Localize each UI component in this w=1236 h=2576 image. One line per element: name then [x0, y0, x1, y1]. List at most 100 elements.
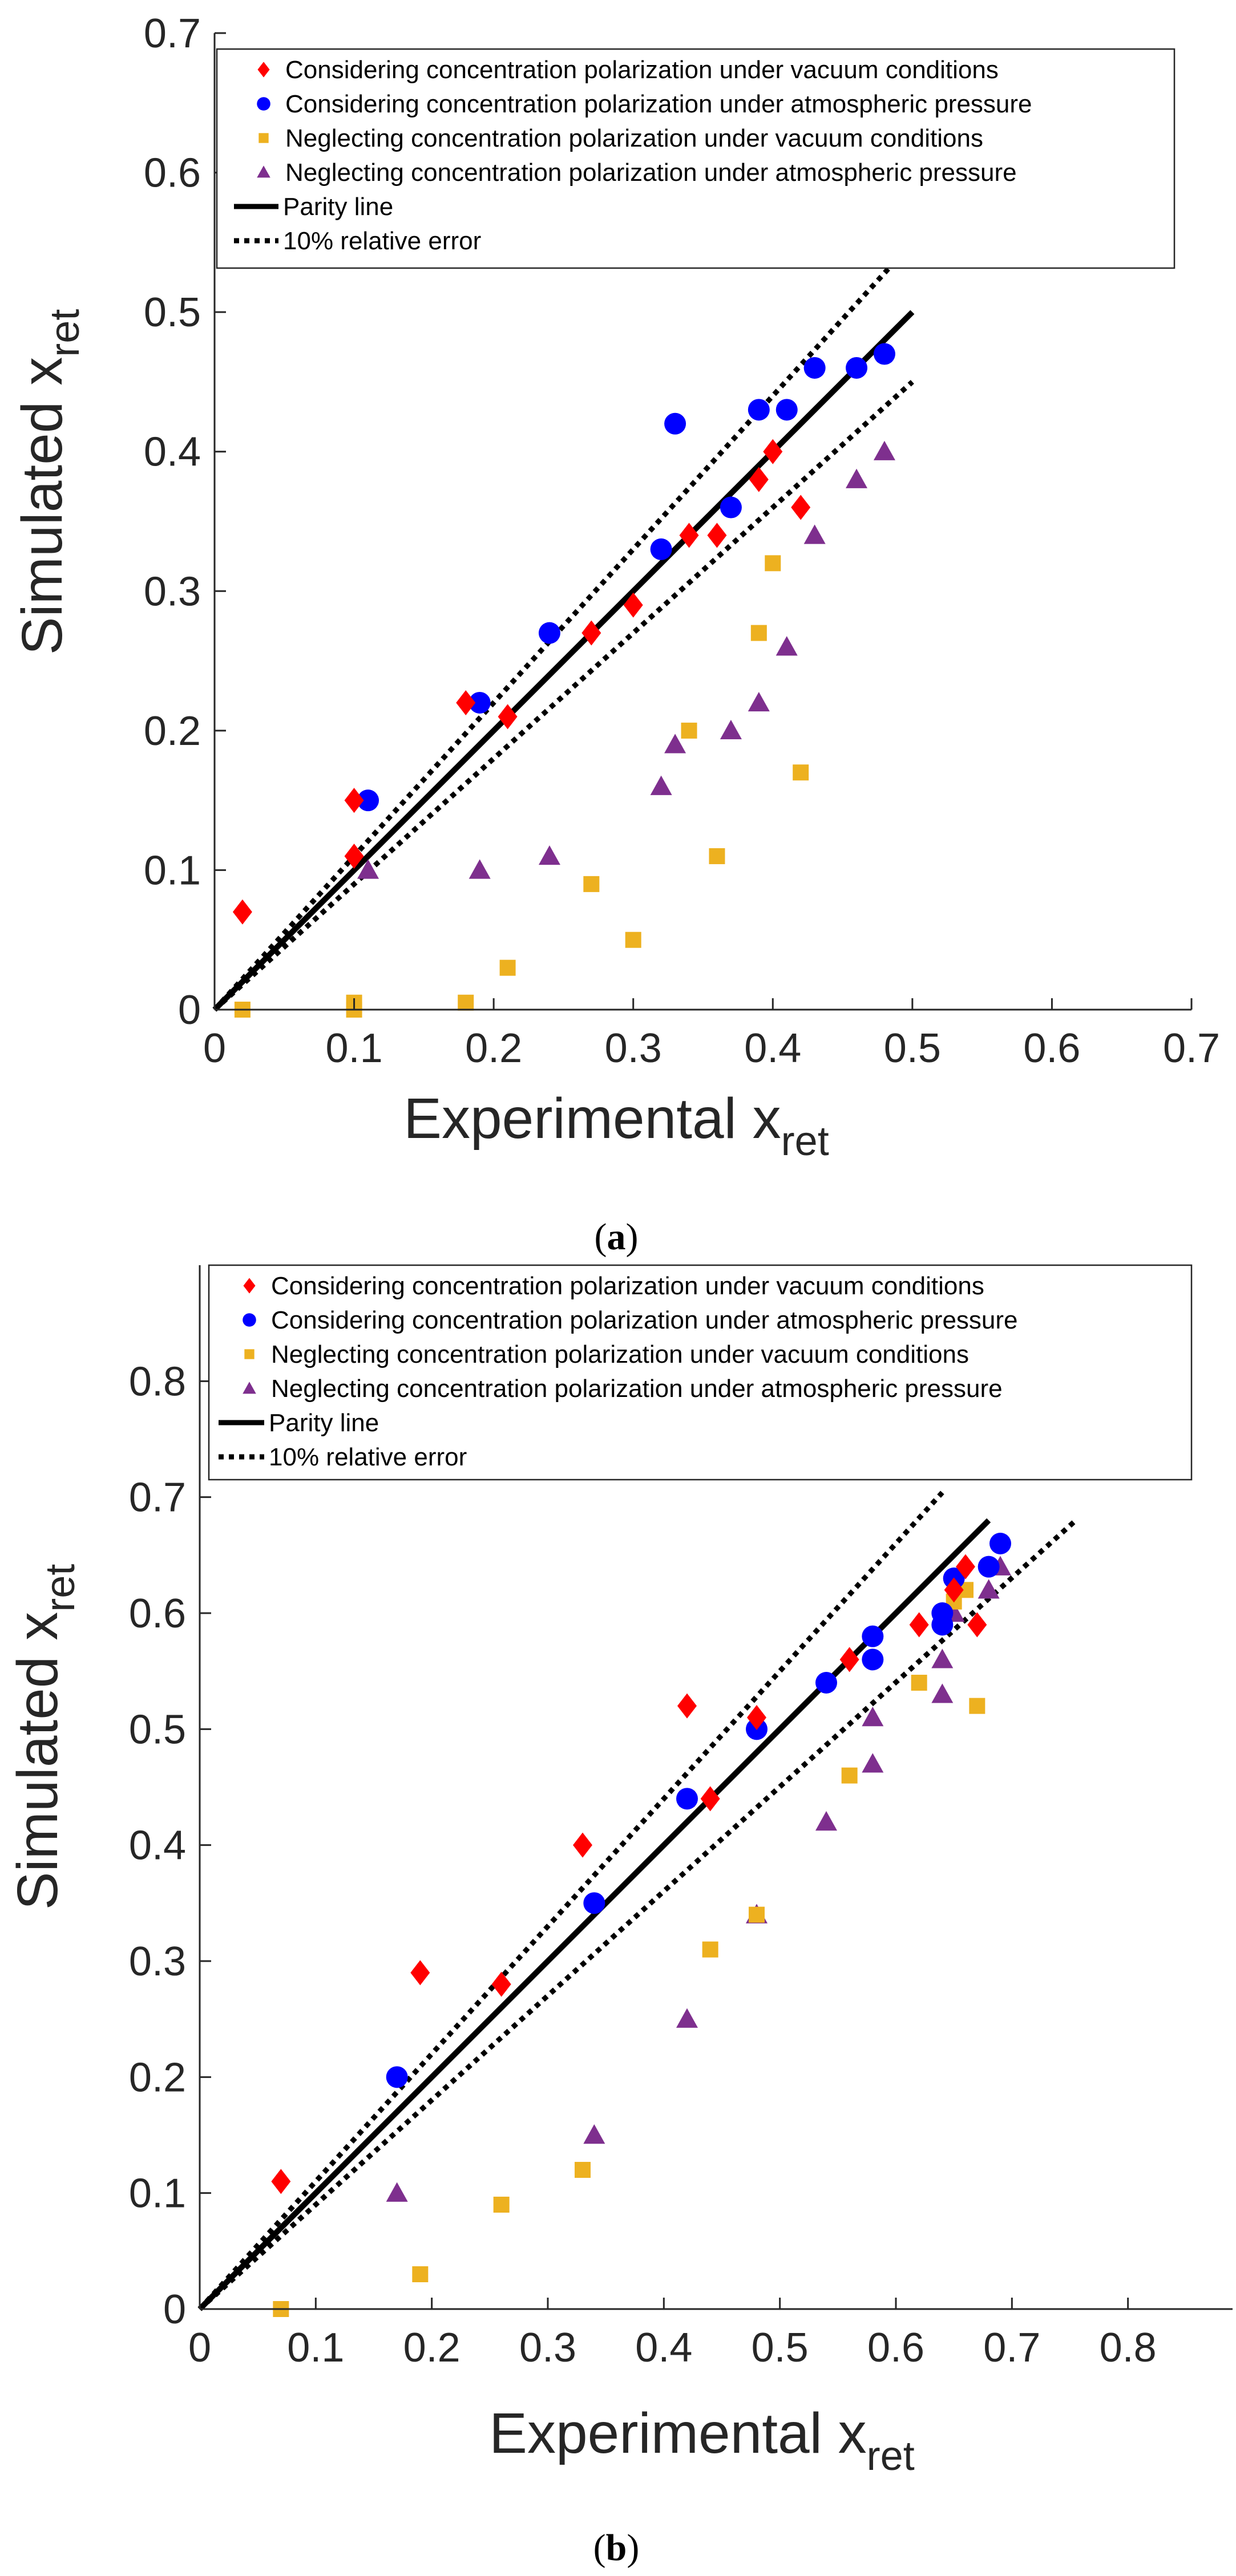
point-triangle-a-0 [357, 859, 379, 879]
point-circle-a-0 [357, 789, 379, 812]
legend-label-a-1: Considering concentration polarization u… [285, 90, 1032, 118]
point-triangle-a-4 [664, 734, 686, 754]
point-square-b-6 [749, 1906, 765, 1923]
point-circle-a-10 [873, 343, 895, 365]
point-diamond-a-0 [232, 899, 252, 925]
point-diamond-a-5 [581, 620, 601, 646]
point-circle-a-2 [538, 622, 560, 644]
y-tick-label-a-6: 0.6 [144, 151, 201, 196]
y-tick-label-b-3: 0.3 [129, 1939, 186, 1984]
data-points-a [232, 343, 895, 1018]
ticks-b: 0 0.1 0.2 0.3 0.4 0.5 0.6 0.7 0.8 0 0.1 0.2 0.3 0.4 0.… [129, 1359, 1157, 2371]
x-axis-label-sub-a: ret [781, 1119, 829, 1164]
legend-symbol-square-a [258, 133, 269, 143]
point-diamond-b-0 [271, 2169, 291, 2194]
legend-symbol-triangle-a [257, 165, 270, 178]
point-triangle-a-7 [775, 636, 798, 656]
point-diamond-a-6 [623, 592, 643, 618]
legend-label-b-1: Considering concentration polarization u… [271, 1306, 1018, 1334]
caption-open-b: ( [593, 2527, 606, 2569]
caption-close-a: ) [626, 1216, 639, 1258]
y-tick-label-a-0: 0 [178, 987, 201, 1033]
point-triangle-a-10 [873, 440, 895, 460]
chart-panel-a: 0 0.1 0.2 0.3 0.4 0.5 0.6 0.7 0 0.1 0.2 0.3 0.4 0.5 0.… [10, 11, 1220, 1258]
lower-error-line-a [212, 380, 914, 1012]
legend-label-b-3: Neglecting concentration polarization un… [271, 1375, 1003, 1403]
point-diamond-b-5 [700, 1786, 720, 1812]
point-circle-a-7 [775, 399, 798, 421]
y-axis-label-b: Simulated xret [6, 1564, 83, 1910]
point-circle-a-6 [748, 399, 770, 421]
point-triangle-a-5 [720, 719, 742, 740]
legend-label-b-4: Parity line [269, 1409, 379, 1437]
point-diamond-a-1 [344, 788, 364, 813]
point-diamond-a-7 [679, 523, 699, 548]
legend-label-b-5: 10% relative error [269, 1443, 467, 1471]
point-diamond-b-4 [677, 1693, 697, 1719]
point-square-b-2 [493, 2197, 510, 2213]
legend-label-a-2: Neglecting concentration polarization un… [285, 124, 983, 152]
point-triangle-a-3 [650, 775, 672, 795]
parity-line-b [197, 1518, 991, 2311]
y-tick-label-a-5: 0.5 [144, 290, 201, 335]
point-diamond-b-2 [491, 1971, 511, 1997]
point-triangle-a-8 [803, 524, 826, 544]
y-axis-label-main-b: Simulated x [6, 1612, 70, 1910]
legend-symbol-square-b [244, 1349, 255, 1359]
point-triangle-a-1 [468, 859, 491, 879]
x-axis-label-sub-b: ret [867, 2433, 915, 2479]
point-diamond-a-2 [344, 843, 364, 869]
y-tick-label-b-5: 0.5 [129, 1707, 186, 1752]
legend-box-a [216, 48, 1176, 269]
x-tick-label-b-5: 0.5 [752, 2325, 809, 2371]
caption-letter-a: a [607, 1216, 626, 1258]
point-diamond-b-8 [909, 1612, 929, 1638]
caption-a: (a) [595, 1216, 639, 1258]
point-diamond-b-10 [956, 1554, 975, 1579]
legend-label-b-0: Considering concentration polarization u… [271, 1272, 984, 1300]
x-axis-label-a: Experimental xret [403, 1087, 829, 1164]
point-triangle-b-4 [815, 1811, 837, 1831]
point-circle-b-11 [989, 1533, 1011, 1554]
x-tick-label-a-2: 0.2 [465, 1026, 522, 1071]
point-circle-a-8 [803, 357, 826, 379]
y-tick-label-a-7: 0.7 [144, 11, 201, 56]
point-circle-b-6 [862, 1649, 884, 1671]
y-tick-label-b-1: 0.1 [129, 2171, 186, 2217]
point-circle-b-4 [815, 1672, 837, 1694]
point-triangle-b-6 [862, 1753, 884, 1773]
point-triangle-b-0 [386, 2182, 408, 2202]
legend-label-a-5: 10% relative error [283, 227, 481, 255]
y-tick-label-b-7: 0.7 [129, 1475, 186, 1521]
point-diamond-b-3 [573, 1832, 592, 1858]
caption-close-b: ) [627, 2527, 639, 2569]
y-axis-label-a: Simulated xret [10, 309, 88, 655]
lower-error-line-b [197, 1518, 1078, 2311]
point-circle-a-5 [720, 496, 742, 519]
legend-symbol-diamond-b [243, 1278, 256, 1294]
point-circle-b-1 [583, 1892, 605, 1914]
caption-b: (b) [593, 2527, 640, 2569]
legend-label-a-0: Considering concentration polarization u… [285, 56, 999, 84]
y-axis-label-main-a: Simulated x [10, 357, 74, 655]
point-circle-b-10 [978, 1556, 1000, 1578]
point-circle-b-5 [862, 1625, 884, 1647]
legend-label-b-2: Neglecting concentration polarization un… [271, 1340, 969, 1368]
point-square-a-3 [458, 994, 474, 1011]
x-tick-label-b-8: 0.8 [1100, 2325, 1157, 2371]
x-axis-label-b: Experimental xret [489, 2401, 914, 2479]
point-circle-b-8 [931, 1614, 954, 1636]
parity-line-a [212, 310, 915, 1012]
point-diamond-a-11 [791, 495, 811, 520]
point-triangle-b-5 [862, 1707, 884, 1727]
point-circle-a-3 [650, 538, 672, 560]
point-square-b-8 [911, 1675, 927, 1691]
point-square-a-4 [499, 959, 516, 976]
x-axis-label-main-a: Experimental x [403, 1087, 781, 1151]
y-axis-label-sub-a: ret [42, 309, 88, 357]
point-square-b-1 [412, 2266, 429, 2282]
point-triangle-b-2 [676, 2008, 698, 2028]
point-triangle-b-8 [931, 1683, 954, 1703]
point-circle-a-9 [846, 357, 868, 379]
